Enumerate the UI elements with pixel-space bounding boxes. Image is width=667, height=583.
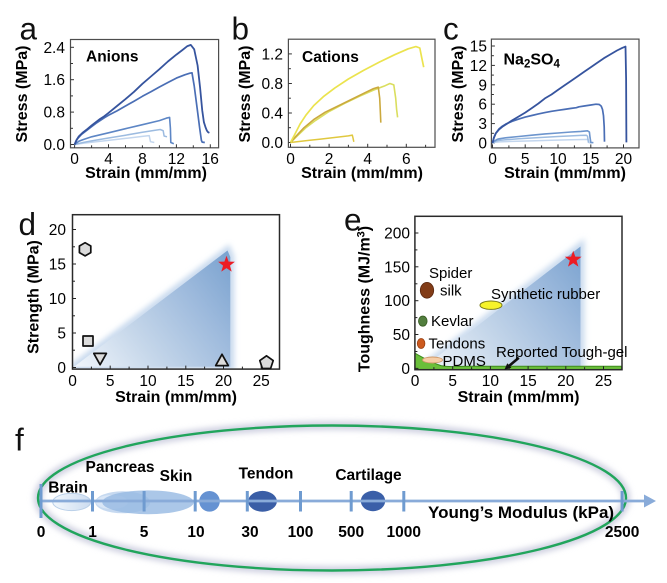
svg-text:100: 100	[384, 293, 410, 310]
svg-text:5: 5	[106, 373, 115, 390]
svg-text:0: 0	[401, 361, 410, 378]
svg-text:5: 5	[521, 151, 530, 168]
svg-text:0: 0	[70, 151, 79, 168]
svg-text:Cartilage: Cartilage	[335, 467, 402, 484]
svg-text:5: 5	[140, 524, 149, 541]
svg-text:0.4: 0.4	[261, 106, 283, 123]
svg-text:8: 8	[138, 151, 147, 168]
svg-text:Synthetic rubber: Synthetic rubber	[491, 286, 600, 303]
svg-text:Cations: Cations	[302, 49, 359, 66]
svg-text:PDMS: PDMS	[443, 353, 486, 370]
svg-text:0: 0	[286, 151, 295, 168]
svg-text:Strength (MPa): Strength (MPa)	[26, 240, 43, 354]
svg-text:10: 10	[187, 524, 204, 541]
svg-text:1.2: 1.2	[261, 46, 283, 63]
svg-text:5: 5	[448, 373, 457, 390]
svg-text:0: 0	[37, 524, 46, 541]
svg-text:d: d	[19, 206, 37, 242]
svg-text:Pancreas: Pancreas	[86, 459, 155, 476]
svg-text:5: 5	[57, 326, 66, 343]
svg-text:6: 6	[478, 97, 487, 114]
svg-text:25: 25	[595, 373, 612, 390]
svg-text:Kevlar: Kevlar	[431, 313, 474, 330]
svg-text:a: a	[20, 10, 38, 46]
svg-text:25: 25	[253, 373, 270, 390]
svg-text:Stress (MPa): Stress (MPa)	[14, 46, 31, 143]
svg-text:Tendon: Tendon	[239, 466, 294, 483]
svg-text:2500: 2500	[605, 524, 639, 541]
svg-text:0: 0	[478, 136, 487, 153]
svg-text:Strain (mm/mm): Strain (mm/mm)	[301, 165, 423, 182]
svg-text:Brain: Brain	[48, 480, 88, 497]
svg-text:2.4: 2.4	[43, 40, 65, 57]
svg-text:15: 15	[49, 257, 66, 274]
svg-text:Spider: Spider	[429, 265, 472, 282]
svg-text:silk: silk	[440, 283, 462, 300]
svg-text:e: e	[344, 202, 362, 238]
svg-text:0.0: 0.0	[261, 135, 283, 152]
svg-text:0.8: 0.8	[261, 76, 283, 93]
svg-text:Tendons: Tendons	[429, 336, 486, 353]
svg-text:1.6: 1.6	[43, 72, 65, 89]
svg-text:Young’s Modulus (kPa): Young’s Modulus (kPa)	[428, 503, 614, 522]
svg-text:0.8: 0.8	[43, 105, 65, 122]
svg-text:1: 1	[88, 524, 97, 541]
svg-text:b: b	[232, 10, 250, 46]
svg-text:20: 20	[615, 151, 633, 168]
svg-text:0.0: 0.0	[43, 137, 65, 154]
svg-text:Anions: Anions	[86, 49, 139, 66]
svg-text:10: 10	[482, 373, 500, 390]
svg-text:0: 0	[57, 360, 66, 377]
svg-text:20: 20	[557, 373, 575, 390]
svg-text:15: 15	[177, 373, 194, 390]
svg-text:Strain (mm/mm): Strain (mm/mm)	[458, 389, 580, 406]
svg-text:100: 100	[288, 524, 314, 541]
svg-text:Strain (mm/mm): Strain (mm/mm)	[115, 389, 237, 406]
svg-text:500: 500	[338, 524, 364, 541]
svg-text:0: 0	[411, 373, 420, 390]
svg-text:Toughness (MJ/m3): Toughness (MJ/m3)	[356, 226, 374, 372]
svg-text:150: 150	[384, 259, 410, 276]
svg-text:15: 15	[582, 151, 599, 168]
svg-text:Stress (MPa): Stress (MPa)	[450, 46, 467, 143]
svg-text:Strain (mm/mm): Strain (mm/mm)	[85, 165, 207, 182]
svg-text:c: c	[443, 10, 459, 46]
svg-text:10: 10	[549, 151, 567, 168]
svg-text:16: 16	[202, 151, 219, 168]
svg-text:200: 200	[384, 226, 410, 243]
svg-text:Stress (MPa): Stress (MPa)	[237, 46, 254, 143]
svg-text:15: 15	[470, 39, 487, 56]
svg-text:50: 50	[393, 327, 411, 344]
svg-text:4: 4	[363, 151, 372, 168]
svg-text:f: f	[15, 422, 24, 458]
svg-text:9: 9	[478, 77, 487, 94]
svg-text:12: 12	[168, 151, 185, 168]
svg-text:30: 30	[241, 524, 258, 541]
svg-text:4: 4	[104, 151, 113, 168]
svg-text:Na2SO4: Na2SO4	[504, 52, 561, 71]
svg-text:1000: 1000	[387, 524, 421, 541]
svg-text:15: 15	[519, 373, 536, 390]
svg-text:Reported Tough-gel: Reported Tough-gel	[496, 344, 627, 361]
svg-text:10: 10	[139, 373, 157, 390]
svg-text:2: 2	[325, 151, 334, 168]
svg-text:3: 3	[478, 116, 487, 133]
svg-text:12: 12	[470, 58, 487, 75]
svg-text:10: 10	[49, 291, 67, 308]
svg-text:20: 20	[215, 373, 233, 390]
svg-text:Skin: Skin	[160, 468, 193, 485]
svg-text:6: 6	[402, 151, 411, 168]
svg-text:Strain (mm/mm): Strain (mm/mm)	[504, 165, 626, 182]
svg-text:20: 20	[49, 222, 67, 239]
svg-text:0: 0	[488, 151, 497, 168]
svg-text:0: 0	[68, 373, 77, 390]
